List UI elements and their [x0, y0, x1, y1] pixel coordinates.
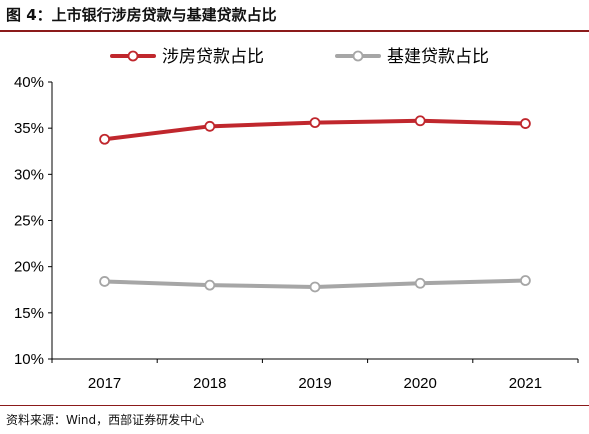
x-tick-label: 2020	[404, 375, 437, 392]
x-tick-label: 2018	[193, 375, 226, 392]
legend-swatch-marker	[352, 50, 364, 62]
legend-label: 涉房贷款占比	[162, 47, 264, 67]
y-tick-label: 15%	[14, 305, 44, 322]
y-tick-label: 10%	[14, 351, 44, 368]
legend: 涉房贷款占比 基建贷款占比	[110, 47, 489, 67]
y-tick-label: 35%	[14, 120, 44, 137]
y-tick-label: 40%	[14, 74, 44, 91]
y-tick-label: 25%	[14, 213, 44, 230]
series-layer	[99, 115, 531, 293]
data-point	[99, 276, 110, 287]
source-note: 资料来源：Wind，西部证券研发中心	[6, 413, 205, 427]
legend-label: 基建贷款占比	[387, 47, 489, 67]
x-tick-label: 2019	[298, 375, 331, 392]
data-point	[414, 277, 426, 289]
data-point	[520, 118, 531, 129]
data-point	[309, 117, 321, 129]
y-tick-label: 30%	[14, 166, 44, 183]
title-rule	[0, 30, 589, 32]
x-tick-label: 2021	[509, 375, 542, 392]
data-point	[204, 120, 216, 132]
y-tick-label: 20%	[14, 259, 44, 276]
legend-swatch-marker	[127, 50, 139, 62]
data-point	[309, 281, 321, 293]
data-point	[204, 279, 216, 291]
data-point	[520, 275, 531, 286]
bottom-rule	[0, 405, 589, 406]
x-tick-label: 2017	[88, 375, 121, 392]
data-point	[414, 115, 426, 127]
figure-title: 图 4：上市银行涉房贷款与基建贷款占比	[6, 6, 277, 24]
data-point	[99, 133, 110, 145]
axes: 10% 15% 20% 25% 30% 35% 40% 2017 2018 2019 2020 202…	[14, 74, 579, 392]
line-chart: 涉房贷款占比 基建贷款占比 10% 15% 20% 25% 30% 35% 40% 2017 20…	[14, 47, 579, 392]
